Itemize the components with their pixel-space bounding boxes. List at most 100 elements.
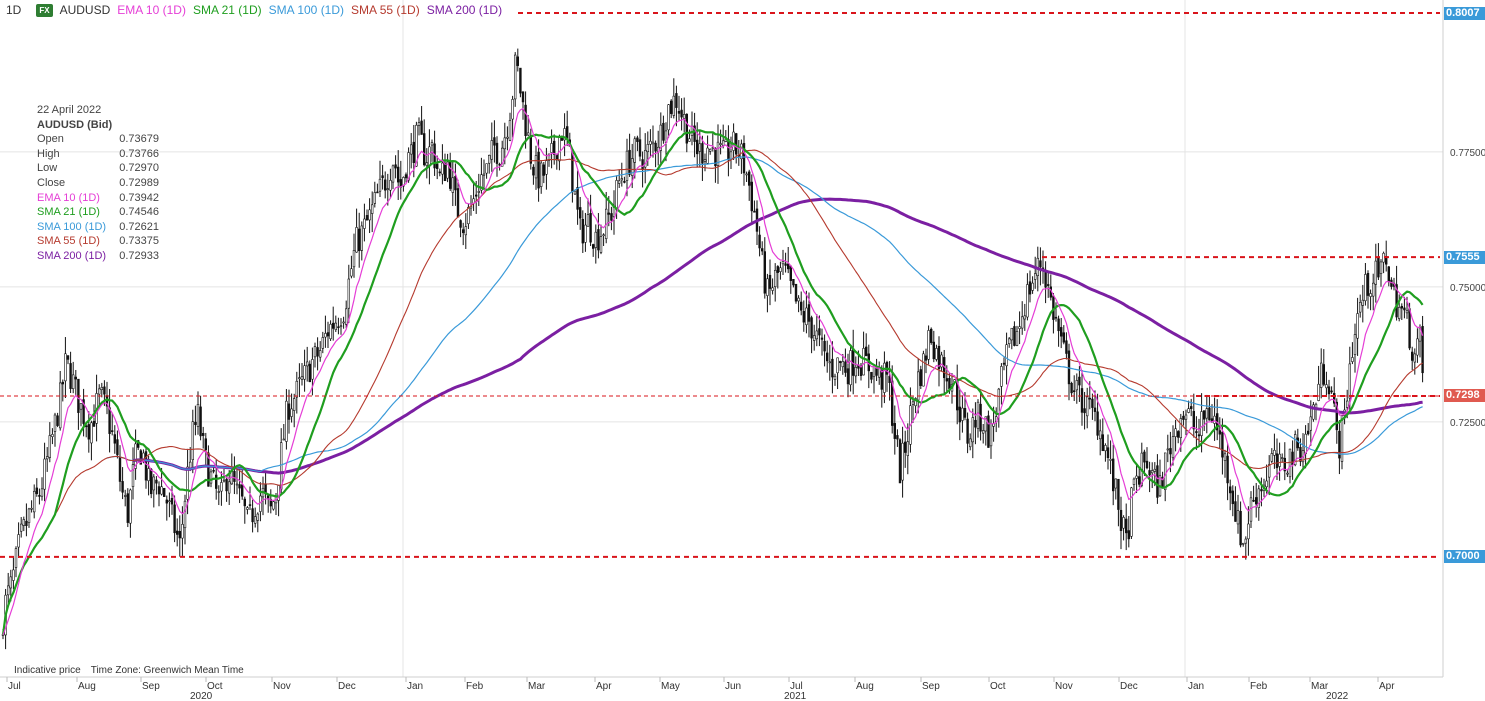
candle-body <box>1291 451 1294 465</box>
candle-body <box>1369 293 1372 297</box>
candle-body <box>924 355 928 361</box>
candle-body <box>1257 488 1261 508</box>
candle-body <box>550 143 553 153</box>
candle-body <box>1387 266 1391 282</box>
legend-ema10[interactable]: EMA 10 (1D) <box>117 3 186 17</box>
candle-body <box>251 508 254 523</box>
candle-body <box>98 388 101 395</box>
candle-body <box>578 207 582 219</box>
candle-body <box>43 458 46 490</box>
candle-body <box>719 143 722 145</box>
candle-body <box>695 139 699 155</box>
candle-body <box>282 438 285 441</box>
candle-body <box>688 138 691 142</box>
candle-body <box>667 104 670 131</box>
candle-body <box>467 206 470 225</box>
candle-body <box>113 434 117 444</box>
candle-body <box>511 99 514 120</box>
candle-body <box>295 380 298 398</box>
legend-sma100[interactable]: SMA 100 (1D) <box>268 3 345 17</box>
x-month-label: Oct <box>207 681 223 692</box>
candle-body <box>672 95 676 116</box>
candle-body <box>355 227 358 253</box>
candle-body <box>623 180 626 183</box>
candle-body <box>1112 458 1115 492</box>
candle-body <box>792 279 795 286</box>
candle-body <box>781 261 785 265</box>
candle-body <box>14 548 18 568</box>
candle-body <box>1122 517 1125 529</box>
candle-body <box>321 337 324 349</box>
x-month-label: Mar <box>1311 681 1329 692</box>
candle-body <box>1117 478 1120 510</box>
candle-body <box>1299 446 1302 462</box>
candle-body <box>1047 284 1050 286</box>
candle-body <box>464 226 467 236</box>
candle-body <box>1197 434 1201 437</box>
candle-body <box>836 357 839 374</box>
candle-body <box>144 451 148 481</box>
candle-body <box>542 164 546 176</box>
interval-label[interactable]: 1D <box>6 3 22 17</box>
candle-body <box>1278 453 1281 467</box>
candle-body <box>1260 489 1263 492</box>
candle-body <box>407 152 410 181</box>
x-month-label: Dec <box>1120 681 1138 692</box>
x-month-label: Apr <box>1379 681 1395 692</box>
candle-body <box>1182 415 1185 420</box>
candle-body <box>215 474 218 489</box>
ohlc-row: High 0.73766 <box>37 147 159 162</box>
candle-body <box>1005 344 1008 367</box>
candle-body <box>558 137 561 162</box>
candle-body <box>1346 400 1349 408</box>
candle-body <box>116 439 119 456</box>
candle-body <box>495 142 499 164</box>
symbol-label[interactable]: AUDUSD <box>59 3 111 17</box>
candle-body <box>150 468 153 495</box>
candle-body <box>779 267 782 272</box>
x-month-label: Aug <box>78 681 96 692</box>
legend-sma55[interactable]: SMA 55 (1D) <box>351 3 420 17</box>
legend-sma21[interactable]: SMA 21 (1D) <box>192 3 262 17</box>
candle-body <box>519 67 522 94</box>
candle-body <box>316 347 319 357</box>
candle-body <box>940 354 943 368</box>
candle-body <box>1166 448 1170 451</box>
candle-body <box>763 251 767 294</box>
candle-body <box>1416 338 1419 356</box>
candle-body <box>1127 530 1131 540</box>
candle-body <box>799 301 803 311</box>
candle-body <box>576 187 579 210</box>
candle-body <box>786 263 790 270</box>
candle-body <box>181 524 184 539</box>
candle-body <box>1309 416 1313 431</box>
candle-body <box>864 346 868 357</box>
candle-body <box>968 438 972 448</box>
candle-body <box>745 173 748 176</box>
candle-body <box>490 140 493 160</box>
candle-body <box>849 350 852 386</box>
candle-body <box>337 326 340 329</box>
candle-body <box>69 363 72 389</box>
candle-body <box>168 500 171 503</box>
candle-body <box>485 163 488 174</box>
candle-body <box>25 520 28 527</box>
candle-body <box>529 135 533 164</box>
legend-sma200[interactable]: SMA 200 (1D) <box>426 3 503 17</box>
candle-body <box>292 398 296 411</box>
candle-body <box>134 443 137 469</box>
candle-body <box>945 378 949 382</box>
candle-body <box>1138 476 1141 485</box>
ohlc-row-label: SMA 100 (1D) <box>37 220 107 233</box>
candle-body <box>1351 357 1354 362</box>
candle-body <box>651 141 655 145</box>
candle-body <box>794 283 798 302</box>
candle-body <box>1395 284 1398 318</box>
candle-body <box>1229 486 1232 494</box>
candle-body <box>19 523 23 532</box>
candle-body <box>1080 388 1084 413</box>
candle-body <box>1320 362 1323 388</box>
candle-body <box>396 166 400 183</box>
candle-body <box>1327 386 1331 395</box>
